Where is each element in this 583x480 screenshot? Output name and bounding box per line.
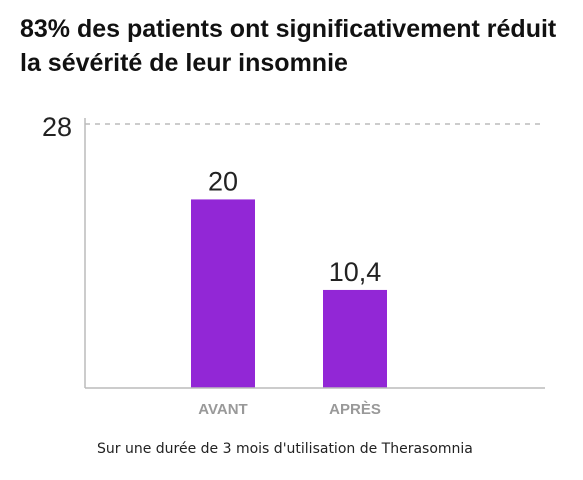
footnote: Sur une durée de 3 mois d'utilisation de… [97, 441, 473, 457]
bar-value-label: 20 [208, 166, 238, 196]
chart-title: 83% des patients ont significativement r… [20, 15, 557, 77]
bar-1 [323, 289, 387, 388]
bar-value-label: 10,4 [329, 257, 382, 287]
y-tick-label: 28 [42, 112, 72, 142]
bars-group: 20 AVANT 10,4 APRÈS [191, 166, 387, 418]
bar-chart: 28 20 AVANT 10,4 APRÈS [42, 112, 545, 418]
category-label: APRÈS [329, 401, 381, 418]
category-label: AVANT [198, 401, 247, 418]
bar-0 [191, 199, 255, 388]
